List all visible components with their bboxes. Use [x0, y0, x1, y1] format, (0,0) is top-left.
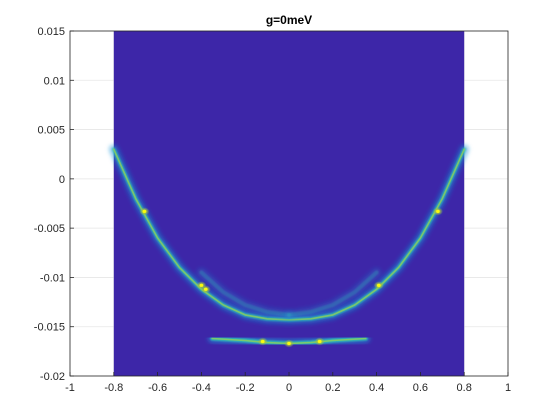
x-tick-label: 0.6 [413, 382, 428, 394]
heatmap [109, 31, 469, 376]
x-tick-label: 1 [505, 382, 511, 394]
x-tick-label: 0.4 [369, 382, 384, 394]
hotspot [257, 337, 268, 346]
x-tick-label: -0.4 [192, 382, 211, 394]
y-axis: 0.015 0.01 0.005 0 -0.005 -0.01 -0.015 -0.02 [34, 26, 74, 383]
y-tick-label: -0.01 [40, 272, 65, 284]
y-tick-label: 0 [59, 174, 65, 186]
hotspot [139, 207, 150, 216]
y-tick-label: -0.02 [40, 371, 65, 383]
y-tick-label: -0.015 [34, 322, 65, 334]
chart-title: g=0meV [266, 13, 312, 27]
band-main-parabola [109, 144, 469, 325]
x-tick-label: -0.2 [236, 382, 255, 394]
x-tick-label: 0.2 [325, 382, 340, 394]
band-faint-right [284, 268, 382, 320]
hotspot [373, 281, 384, 290]
hotspot [314, 337, 325, 346]
x-tick-label: 0 [286, 382, 292, 394]
hotspot [200, 285, 211, 294]
y-tick-label: 0.015 [37, 26, 65, 38]
band-faint-left [196, 268, 294, 320]
x-tick-label: -1 [65, 382, 75, 394]
y-tick-label: 0.005 [37, 125, 65, 137]
x-tick-label: 0.8 [457, 382, 472, 394]
hotspot [432, 207, 443, 216]
x-tick-label: -0.6 [148, 382, 167, 394]
x-tick-label: -0.8 [104, 382, 123, 394]
y-tick-label: 0.01 [44, 75, 65, 87]
x-axis: -1 -0.8 -0.6 -0.4 -0.2 0 0.2 0.4 0.6 0.8 1 [65, 372, 511, 394]
hotspot [284, 339, 294, 348]
y-tick-label: -0.005 [34, 223, 65, 235]
